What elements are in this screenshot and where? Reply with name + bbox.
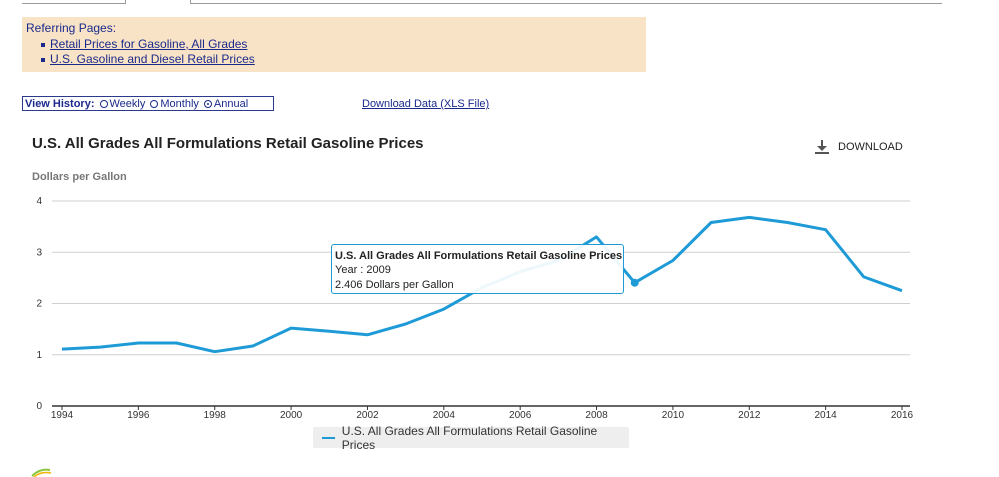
x-tick-label: 2004 (433, 410, 456, 421)
download-data-link[interactable]: Download Data (XLS File) (362, 98, 490, 110)
grid-lines (52, 200, 910, 407)
tooltip-title: U.S. All Grades All Formulations Retail … (335, 250, 623, 262)
radio-label: Monthly (160, 97, 199, 110)
radio-weekly[interactable]: Weekly (99, 97, 146, 110)
y-tick-label: 0 (36, 401, 42, 412)
radio-label: Weekly (109, 97, 146, 110)
radio-label: Annual (213, 97, 249, 110)
tooltip-year: Year : 2009 (335, 264, 391, 276)
radio-icon (150, 99, 159, 108)
y-axis-label: Dollars per Gallon (32, 171, 127, 183)
referring-pages-list: Retail Prices for Gasoline, All Grades U… (26, 37, 646, 67)
x-tick-label: 2014 (815, 410, 838, 421)
chart-legend[interactable]: U.S. All Grades All Formulations Retail … (313, 424, 629, 452)
radio-selected-icon (203, 99, 212, 108)
y-tick-labels: 0 1 2 3 4 (36, 196, 42, 412)
top-tab-bar (22, 0, 942, 4)
tooltip-value: 2.406 Dollars per Gallon (335, 279, 454, 291)
list-item: U.S. Gasoline and Diesel Retail Prices (38, 52, 646, 67)
list-item: Retail Prices for Gasoline, All Grades (38, 37, 646, 52)
referring-pages-title: Referring Pages: (26, 21, 117, 35)
x-tick-label: 2002 (356, 410, 379, 421)
referring-link-retail-prices[interactable]: Retail Prices for Gasoline, All Grades (50, 37, 248, 51)
x-tick-label: 2000 (280, 410, 303, 421)
x-tick-label: 2016 (891, 410, 914, 421)
y-tick-label: 3 (36, 247, 42, 258)
download-button[interactable]: DOWNLOAD (814, 139, 903, 155)
x-tick-label: 1998 (204, 410, 227, 421)
radio-monthly[interactable]: Monthly (150, 98, 199, 110)
chart-title: U.S. All Grades All Formulations Retail … (32, 135, 424, 152)
download-button-label: DOWNLOAD (838, 141, 903, 153)
tab-active[interactable] (125, 0, 191, 4)
y-tick-label: 4 (36, 196, 42, 207)
x-tick-label: 1994 (51, 410, 74, 421)
x-tick-label: 2012 (738, 410, 761, 421)
view-history-selector: View History: Weekly Monthly Annual (22, 96, 274, 111)
x-tick-label: 1996 (127, 410, 150, 421)
radio-annual[interactable]: Annual (203, 97, 249, 110)
x-tick-label: 2010 (662, 410, 685, 421)
highlight-point[interactable] (630, 278, 639, 287)
tab-divider (190, 3, 942, 4)
tab-divider (22, 3, 125, 4)
view-history-label: View History: (25, 97, 95, 110)
referring-pages-box: Referring Pages: Retail Prices for Gasol… (22, 17, 646, 72)
legend-label: U.S. All Grades All Formulations Retail … (341, 423, 598, 452)
radio-icon (99, 99, 108, 108)
x-tick-label: 2008 (585, 410, 608, 421)
download-icon (815, 140, 829, 154)
referring-link-gas-diesel[interactable]: U.S. Gasoline and Diesel Retail Prices (50, 52, 255, 66)
chart-tooltip: U.S. All Grades All Formulations Retail … (331, 244, 624, 294)
logo-icon (31, 468, 52, 477)
y-tick-label: 2 (36, 299, 42, 310)
y-tick-label: 1 (36, 350, 42, 361)
legend-swatch (322, 436, 335, 439)
x-tick-labels: 1994 1996 1998 2000 2002 2004 2006 2008 2010 2012… (51, 406, 914, 421)
x-tick-label: 2006 (509, 410, 532, 421)
